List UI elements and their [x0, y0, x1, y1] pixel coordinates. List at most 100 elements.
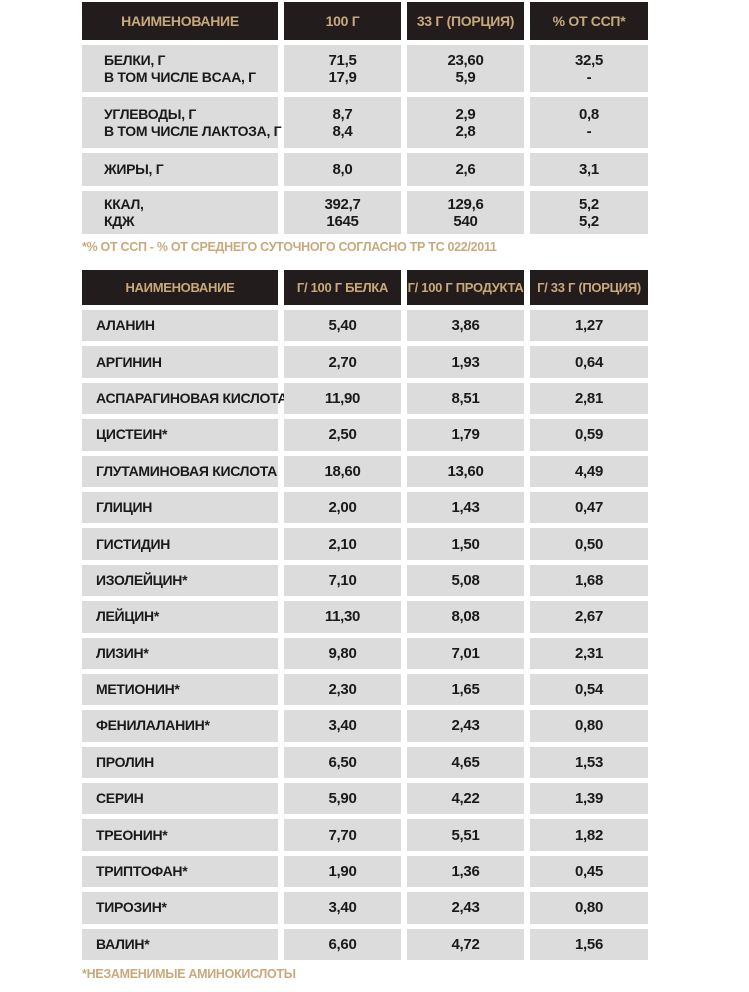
amino-value: 1,68	[530, 564, 648, 597]
amino-value: 1,82	[530, 819, 648, 851]
cell-line: 8,7	[332, 105, 353, 123]
amino-value: 2,00	[284, 491, 401, 524]
amino-value: 0,47	[530, 491, 648, 524]
table-cell-portion: 129,6 540	[407, 191, 524, 234]
table-cell-name: Белки, гв том числе BCAA, г	[82, 45, 278, 92]
amino-value: 5,90	[284, 783, 401, 815]
amino-value: 9,80	[284, 637, 401, 669]
amino-value: 2,70	[284, 346, 401, 378]
cell-line: Ккал,	[104, 195, 144, 212]
amino-value: 0,64	[530, 346, 648, 378]
table-cell-portion: 2,9 2,8	[407, 97, 524, 148]
amino-value: 0,45	[530, 855, 648, 888]
amino-acid-name: Гистидин	[82, 528, 278, 560]
amino-acid-table: Наименование г/ 100 г белка г/ 100 г проду…	[82, 270, 648, 961]
cell-line: 5,2	[579, 195, 599, 213]
amino-value: 11,90	[284, 382, 401, 415]
amino-value: 0,50	[530, 528, 648, 560]
cell-line: 71,5	[328, 51, 357, 69]
amino-value: 5,08	[407, 564, 524, 597]
amino-value: 5,51	[407, 819, 524, 851]
cell-line: кДж	[104, 212, 135, 229]
table-cell-name: Углеводы, гв том числе лактоза, г	[82, 97, 282, 148]
amino-acid-name: Изолейцин*	[82, 564, 278, 597]
column-header: г/ 100 г продукта	[407, 270, 524, 305]
column-header: г/ 33 г (порция)	[530, 270, 648, 305]
column-header: 100 г	[284, 2, 401, 40]
cell-line: Жиры, г	[104, 161, 164, 177]
cell-line: в том числе лактоза, г	[104, 122, 282, 139]
amino-acid-name: Пролин	[82, 746, 278, 779]
amino-acid-name: Лейцин*	[82, 601, 278, 633]
amino-acid-name: Метионин*	[82, 673, 278, 706]
amino-value: 3,40	[284, 892, 401, 924]
amino-value: 1,65	[407, 673, 524, 706]
amino-acid-name: Аспарагиновая кислота	[82, 382, 288, 415]
amino-value: 2,50	[284, 419, 401, 451]
amino-value: 4,65	[407, 746, 524, 779]
cell-line: Белки, г	[104, 51, 166, 68]
column-header: 33 г (порция)	[407, 2, 524, 40]
amino-value: 0,59	[530, 419, 648, 451]
amino-value: 7,10	[284, 564, 401, 597]
table-cell-name: Жиры, г	[82, 153, 278, 186]
cell-line: 8,4	[332, 122, 353, 140]
amino-acid-name: Цистеин*	[82, 419, 278, 451]
cell-line: 1645	[326, 212, 359, 230]
amino-value: 2,31	[530, 637, 648, 669]
amino-value: 1,27	[530, 310, 648, 342]
cell-line: 2,8	[455, 122, 476, 140]
amino-value: 2,67	[530, 601, 648, 633]
amino-value: 1,36	[407, 855, 524, 888]
amino-value: 1,39	[530, 783, 648, 815]
amino-acid-name: Треонин*	[82, 819, 278, 851]
amino-value: 3,40	[284, 710, 401, 742]
column-header: Наименование	[82, 2, 278, 40]
amino-value: 7,01	[407, 637, 524, 669]
amino-acid-name: Фенилаланин*	[82, 710, 278, 742]
amino-value: 13,60	[407, 455, 524, 487]
amino-value: 11,30	[284, 601, 401, 633]
table-cell-per100: 8,0	[284, 153, 401, 186]
table-cell-per100: 71,5 17,9	[284, 45, 401, 92]
table-cell-dv: 32,5-	[530, 45, 648, 92]
amino-value: 1,56	[530, 928, 648, 961]
amino-value: 1,79	[407, 419, 524, 451]
cell-line: -	[586, 68, 592, 86]
amino-acid-name: Аланин	[82, 310, 278, 342]
amino-value: 4,72	[407, 928, 524, 961]
table-cell-name: Ккал, кДж	[82, 191, 278, 234]
amino-value: 18,60	[284, 455, 401, 487]
cell-line: 540	[453, 212, 478, 230]
amino-value: 4,22	[407, 783, 524, 815]
cell-line: 17,9	[328, 68, 357, 86]
amino-acid-name: Валин*	[82, 928, 278, 961]
cell-line: 8,0	[332, 161, 353, 178]
amino-value: 1,43	[407, 491, 524, 524]
cell-line: -	[586, 122, 592, 140]
column-header: Наименование	[82, 270, 278, 305]
table-cell-dv: 5,2 5,2	[530, 191, 648, 234]
amino-value: 6,50	[284, 746, 401, 779]
amino-value: 5,40	[284, 310, 401, 342]
amino-value: 7,70	[284, 819, 401, 851]
amino-value: 0,54	[530, 673, 648, 706]
nutrition-table: Наименование 100 г 33 г (порция)% от ССП* Б…	[82, 2, 648, 234]
cell-line: 5,2	[579, 212, 599, 230]
amino-value: 2,43	[407, 710, 524, 742]
table-cell-per100: 392,7 1645	[284, 191, 401, 234]
nutrition-footnote: *% от ССП - % от среднего суточного согл…	[82, 240, 497, 254]
amino-acid-name: Тирозин*	[82, 892, 278, 924]
cell-line: 129,6	[447, 195, 484, 213]
amino-acid-name: Глутаминовая кислота	[82, 455, 278, 487]
amino-acid-name: Лизин*	[82, 637, 278, 669]
column-header: % от ССП*	[530, 2, 648, 40]
table-cell-dv: 0,8-	[530, 97, 648, 148]
amino-value: 1,50	[407, 528, 524, 560]
cell-line: 0,8	[579, 105, 599, 123]
amino-value: 2,10	[284, 528, 401, 560]
amino-value: 4,49	[530, 455, 648, 487]
amino-value: 8,08	[407, 601, 524, 633]
amino-acid-name: Глицин	[82, 491, 278, 524]
table-cell-dv: 3,1	[530, 153, 648, 186]
